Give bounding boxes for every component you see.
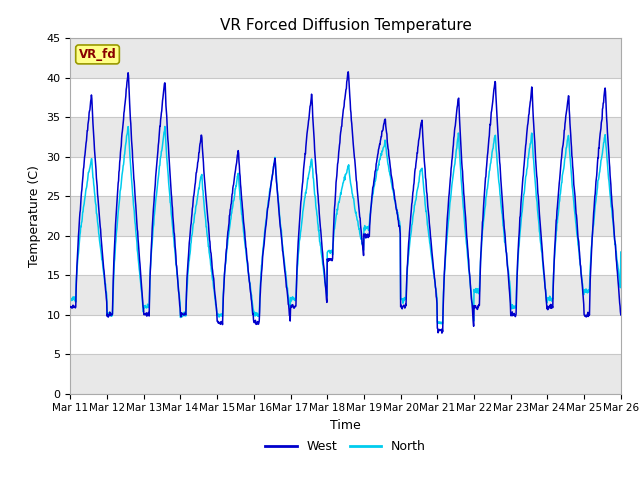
Legend: West, North: West, North — [260, 435, 431, 458]
West — [296, 217, 303, 223]
Bar — [70, 275, 621, 315]
X-axis label: Time: Time — [330, 419, 361, 432]
North — [569, 187, 577, 192]
West — [431, 273, 438, 279]
Text: VR_fd: VR_fd — [79, 48, 116, 61]
North — [283, 281, 291, 287]
North — [522, 179, 529, 185]
Bar — [70, 38, 621, 78]
North — [67, 297, 74, 303]
North — [431, 276, 438, 281]
North — [296, 234, 304, 240]
West — [617, 312, 625, 318]
Bar — [70, 236, 621, 275]
West — [522, 147, 529, 153]
Bar — [70, 157, 621, 196]
West — [438, 330, 445, 336]
North — [161, 123, 169, 129]
Bar — [70, 78, 621, 117]
Line: North: North — [70, 126, 621, 324]
North — [617, 249, 625, 255]
Bar — [70, 196, 621, 236]
West — [569, 163, 577, 169]
West — [344, 69, 352, 75]
Title: VR Forced Diffusion Temperature: VR Forced Diffusion Temperature — [220, 18, 472, 33]
Y-axis label: Temperature (C): Temperature (C) — [28, 165, 41, 267]
Bar — [70, 354, 621, 394]
West — [67, 304, 74, 310]
North — [437, 321, 445, 327]
West — [188, 212, 196, 217]
West — [282, 284, 290, 290]
Bar — [70, 315, 621, 354]
North — [189, 230, 196, 236]
Line: West: West — [70, 72, 621, 333]
Bar — [70, 117, 621, 157]
